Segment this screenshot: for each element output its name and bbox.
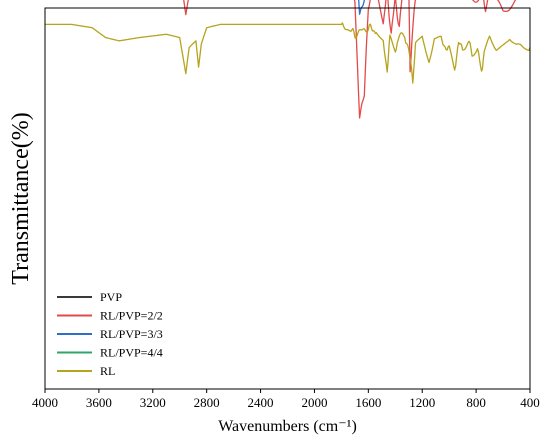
x-axis-title: Wavenumbers (cm⁻¹) <box>218 418 357 435</box>
series-line-rl-pvp-3-3 <box>358 0 365 15</box>
x-tick-label: 2000 <box>301 395 327 410</box>
legend-label: RL/PVP=2/2 <box>100 309 163 323</box>
x-axis-ticks: 4000 3600 3200 2800 2400 2000 1600 1200 800 400 <box>32 389 540 410</box>
series-layer <box>45 0 531 119</box>
series-line-rl <box>45 22 531 84</box>
x-tick-label: 800 <box>466 395 486 410</box>
legend-label: RL/PVP=4/4 <box>100 346 163 360</box>
x-tick-label: 4000 <box>32 395 58 410</box>
legend: PVP RL/PVP=2/2 RL/PVP=3/3 RL/PVP=4/4 RL <box>57 290 163 378</box>
x-tick-label: 1200 <box>409 395 435 410</box>
x-tick-label: 3600 <box>86 395 112 410</box>
series-line-rl-pvp-2-2 <box>183 0 517 119</box>
legend-label: RL/PVP=3/3 <box>100 327 163 341</box>
x-tick-label: 1600 <box>355 395 381 410</box>
y-axis-title: Transmittance(%) <box>8 112 34 284</box>
legend-label: RL <box>100 364 115 378</box>
x-tick-label: 3200 <box>140 395 166 410</box>
legend-label: PVP <box>100 290 122 304</box>
x-tick-label: 2400 <box>248 395 274 410</box>
x-tick-label: 2800 <box>194 395 220 410</box>
x-tick-label: 400 <box>520 395 540 410</box>
plot-frame <box>44 7 531 390</box>
